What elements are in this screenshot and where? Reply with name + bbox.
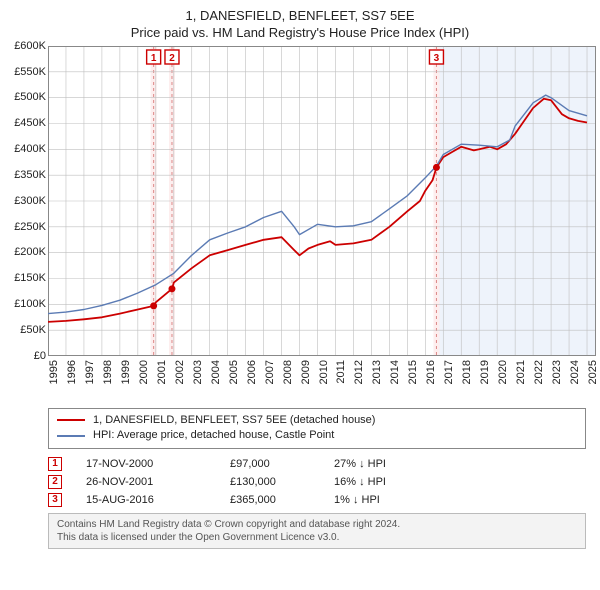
x-axis: 1995 1996 1997 1998 1999 2000 2001 2002 2003 2004… (48, 356, 596, 402)
event-price: £365,000 (230, 494, 310, 506)
events-table: 1 17-NOV-2000 £97,000 27% ↓ HPI 2 26-NOV-2001… (48, 455, 586, 509)
event-date: 15-AUG-2016 (86, 494, 206, 506)
y-axis: £0£50K£100K£150K£200K£250K£300K£350K£400… (4, 46, 48, 356)
y-tick-label: £300K (14, 195, 46, 207)
x-tick-label: 1999 (120, 360, 132, 384)
y-tick-label: £550K (14, 66, 46, 78)
svg-text:3: 3 (434, 53, 440, 64)
title-line-2: Price paid vs. HM Land Registry's House … (4, 25, 596, 42)
event-diff: 16% ↓ HPI (334, 476, 386, 488)
x-tick-label: 2016 (425, 360, 437, 384)
x-tick-label: 2019 (479, 360, 491, 384)
y-tick-label: £50K (20, 324, 46, 336)
event-date: 17-NOV-2000 (86, 458, 206, 470)
x-tick-label: 1996 (66, 360, 78, 384)
event-row: 3 15-AUG-2016 £365,000 1% ↓ HPI (48, 491, 586, 509)
y-tick-label: £100K (14, 298, 46, 310)
event-row: 1 17-NOV-2000 £97,000 27% ↓ HPI (48, 455, 586, 473)
x-tick-label: 2013 (371, 360, 383, 384)
legend: 1, DANESFIELD, BENFLEET, SS7 5EE (detach… (48, 408, 586, 449)
x-tick-label: 2022 (533, 360, 545, 384)
x-tick-label: 2000 (138, 360, 150, 384)
chart: £0 £50K £100K £150K £200K £250K £300K £350K £400… (4, 46, 596, 402)
x-tick-label: 1997 (84, 360, 96, 384)
event-number-box: 1 (48, 457, 62, 471)
event-number-box: 3 (48, 493, 62, 507)
x-tick-label: 2008 (282, 360, 294, 384)
event-price: £97,000 (230, 458, 310, 470)
x-tick-label: 2012 (353, 360, 365, 384)
x-tick-label: 2001 (156, 360, 168, 384)
x-tick-label: 2007 (264, 360, 276, 384)
y-tick-label: £0 (34, 350, 46, 362)
event-diff: 27% ↓ HPI (334, 458, 386, 470)
x-tick-label: 2004 (210, 360, 222, 384)
x-tick-label: 2006 (246, 360, 258, 384)
y-tick-label: £400K (14, 143, 46, 155)
y-tick-label: £500K (14, 91, 46, 103)
y-tick-label: £150K (14, 272, 46, 284)
x-tick-label: 1995 (48, 360, 60, 384)
svg-text:1: 1 (151, 53, 157, 64)
footer-line-1: Contains HM Land Registry data © Crown c… (57, 518, 577, 531)
event-number-box: 2 (48, 475, 62, 489)
y-tick-label: £250K (14, 221, 46, 233)
event-row: 2 26-NOV-2001 £130,000 16% ↓ HPI (48, 473, 586, 491)
legend-label-hpi: HPI: Average price, detached house, Cast… (93, 428, 334, 443)
x-tick-label: 2014 (389, 360, 401, 384)
x-tick-label: 2023 (551, 360, 563, 384)
x-tick-label: 2024 (569, 360, 581, 384)
legend-item-property: 1, DANESFIELD, BENFLEET, SS7 5EE (detach… (57, 413, 577, 428)
x-tick-label: 2018 (461, 360, 473, 384)
legend-label-property: 1, DANESFIELD, BENFLEET, SS7 5EE (detach… (93, 413, 375, 428)
y-tick-label: £350K (14, 169, 46, 181)
x-tick-label: 2009 (300, 360, 312, 384)
chart-titles: 1, DANESFIELD, BENFLEET, SS7 5EE Price p… (4, 8, 596, 42)
x-tick-label: 2020 (497, 360, 509, 384)
event-date: 26-NOV-2001 (86, 476, 206, 488)
event-price: £130,000 (230, 476, 310, 488)
x-tick-label: 2003 (192, 360, 204, 384)
x-tick-label: 1998 (102, 360, 114, 384)
x-tick-label: 2011 (335, 360, 347, 384)
x-tick-label: 2015 (407, 360, 419, 384)
title-line-1: 1, DANESFIELD, BENFLEET, SS7 5EE (4, 8, 596, 25)
footer-line-2: This data is licensed under the Open Gov… (57, 531, 577, 544)
x-tick-label: 2005 (228, 360, 240, 384)
x-tick-label: 2017 (443, 360, 455, 384)
x-tick-label: 2002 (174, 360, 186, 384)
x-tick-label: 2010 (318, 360, 330, 384)
legend-item-hpi: HPI: Average price, detached house, Cast… (57, 428, 577, 443)
legend-swatch-property (57, 419, 85, 421)
legend-swatch-hpi (57, 435, 85, 437)
footer: Contains HM Land Registry data © Crown c… (48, 513, 586, 549)
svg-text:2: 2 (169, 53, 175, 64)
x-tick-label: 2021 (515, 360, 527, 384)
event-diff: 1% ↓ HPI (334, 494, 380, 506)
y-tick-label: £200K (14, 246, 46, 258)
y-tick-label: £450K (14, 117, 46, 129)
plot-area: 1 2 3 (48, 46, 596, 356)
x-tick-label: 2025 (587, 360, 599, 384)
y-tick-label: £600K (14, 40, 46, 52)
